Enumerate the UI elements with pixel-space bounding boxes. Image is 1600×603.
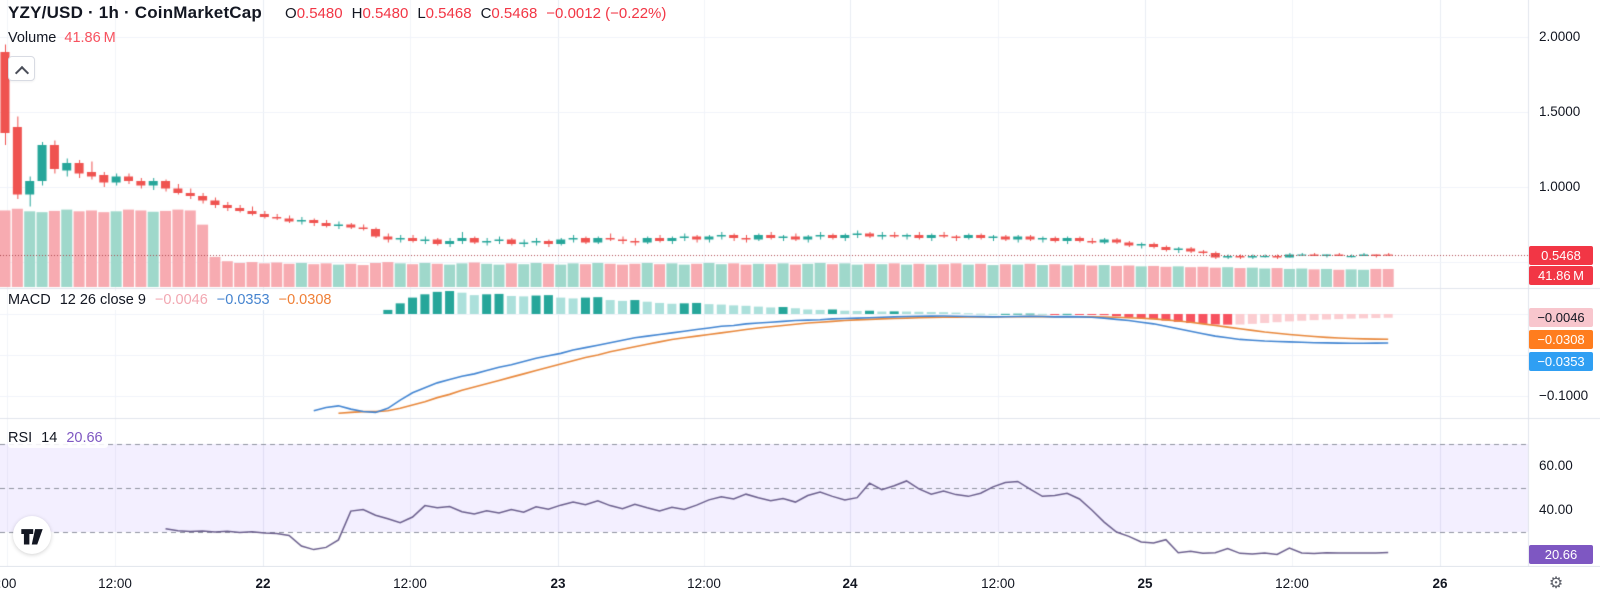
volume-label: Volume [8,30,57,46]
price-axis-label: 1.0000 [1539,179,1581,194]
time-tick-label: 24 [842,576,858,591]
time-tick-label: 12:00 [98,576,132,591]
collapse-pane-button[interactable] [8,56,35,81]
settings-gear-icon[interactable]: ⚙ [1548,575,1564,592]
macd-params: 12 26 close 9 [59,292,146,308]
macd-hist-value: −0.0046 [154,292,208,308]
macd-label: MACD [8,292,51,308]
close-label: C [480,5,492,22]
chart-header: YZY/USD · 1h · CoinMarketCap O0.5480 H0.5… [8,3,666,23]
time-tick-label: 12:00 [687,576,721,591]
price-axis-label: 2.0000 [1539,29,1581,44]
chevron-up-icon [14,65,29,81]
time-axis[interactable]: :00 12:00 22 12:00 23 12:00 24 12:00 25 … [0,567,1600,603]
macd-legend[interactable]: MACD 12 26 close 9 −0.0046 −0.0353 −0.03… [8,291,337,310]
volume-legend[interactable]: Volume 41.86 M [8,30,116,46]
rsi-axis-label: 60.00 [1539,458,1573,473]
low-value: 0.5468 [425,5,472,22]
high-value: 0.5480 [362,5,409,22]
macd-signal-badge: −0.0308 [1529,330,1593,349]
time-tick-label: 23 [550,576,566,591]
open-value: 0.5480 [296,5,343,22]
rsi-value-badge: 20.66 [1529,545,1593,564]
low-label: L [417,5,426,22]
last-price-badge: 0.5468 [1529,246,1593,265]
rsi-label: RSI [8,430,33,446]
tradingview-logo-icon [21,529,43,545]
macd-line-badge: −0.0353 [1529,352,1593,371]
time-tick-label: 25 [1137,576,1153,591]
time-tick-label: 12:00 [981,576,1015,591]
ohlc-readout: O0.5480 H0.5480 L0.5468 C0.5468 −0.0012 (−0.… [276,5,666,22]
last-volume-badge: 41.86 M [1529,266,1593,285]
open-label: O [285,5,297,22]
time-tick-label: 12:00 [1275,576,1309,591]
rsi-axis-label: 40.00 [1539,502,1573,517]
tradingview-logo[interactable] [13,516,51,554]
rsi-value: 20.66 [66,430,103,446]
change-value: −0.0012 (−0.22%) [546,5,667,22]
rsi-legend[interactable]: RSI 14 20.66 [8,429,108,448]
time-tick-label: 12:00 [393,576,427,591]
high-label: H [351,5,363,22]
volume-value: 41.86 M [64,30,116,46]
time-tick-label: :00 [0,576,17,591]
time-tick-label: 22 [255,576,271,591]
rsi-params: 14 [41,430,58,446]
symbol-title[interactable]: YZY/USD · 1h · CoinMarketCap [8,3,263,22]
macd-signal-value: −0.0308 [278,292,332,308]
macd-axis-label: −0.1000 [1539,388,1589,403]
price-axis-label: 1.5000 [1539,104,1581,119]
macd-line-value: −0.0353 [216,292,270,308]
close-value: 0.5468 [491,5,538,22]
time-tick-label: 26 [1432,576,1448,591]
macd-hist-badge: −0.0046 [1529,308,1593,327]
